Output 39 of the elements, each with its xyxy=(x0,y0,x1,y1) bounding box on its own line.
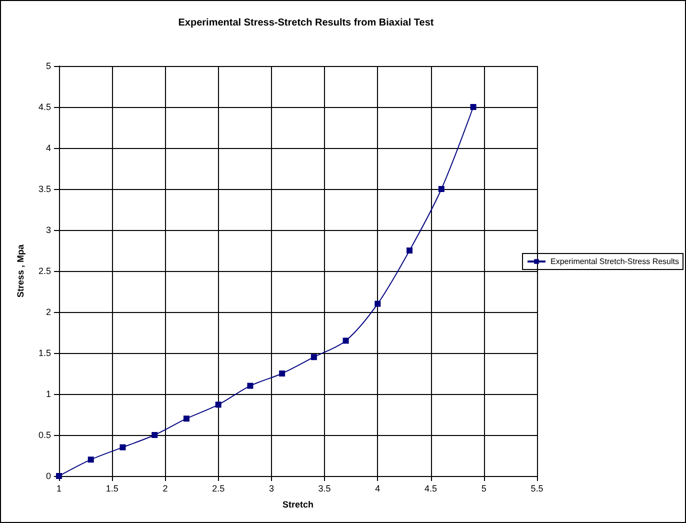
y-tick-label: 3.5 xyxy=(38,184,51,194)
y-tick-label: 1.5 xyxy=(38,348,51,358)
y-axis-title: Stress , Mpa xyxy=(16,244,26,298)
x-tick-label: 4 xyxy=(375,484,380,494)
y-tick-label: 2.5 xyxy=(38,266,51,276)
point xyxy=(152,432,158,438)
x-tick-label: 4.5 xyxy=(424,484,438,494)
y-tick-label: 3 xyxy=(46,225,51,235)
y-tick-label: 0.5 xyxy=(38,430,51,440)
x-axis-title: Stretch xyxy=(282,500,314,510)
point xyxy=(120,444,126,450)
y-tick-label: 2 xyxy=(46,307,51,317)
x-tick-label: 1 xyxy=(56,484,62,494)
point xyxy=(279,370,286,376)
chart-title: Experimental Stress-Stretch Results from Biaxial Test xyxy=(178,18,434,28)
y-tick-label: 0 xyxy=(46,471,51,481)
x-tick-label: 3.5 xyxy=(318,484,331,494)
x-tick-label: 3 xyxy=(268,484,274,494)
point xyxy=(342,338,349,344)
y-tick-label: 4 xyxy=(46,143,51,153)
x-tick-label: 1.5 xyxy=(106,484,118,494)
point xyxy=(374,300,381,307)
y-tick-label: 4.5 xyxy=(38,102,51,112)
point xyxy=(88,456,94,463)
x-tick-label: 5.5 xyxy=(530,484,544,494)
point xyxy=(215,402,222,408)
point xyxy=(470,104,476,110)
y-tick-label: 1 xyxy=(46,389,51,399)
point xyxy=(183,416,190,422)
point xyxy=(406,248,413,254)
legend-label: Experimental Stretch-Stress Results xyxy=(550,257,680,266)
y-tick-label: 5 xyxy=(46,61,51,71)
x-tick-label: 5 xyxy=(481,484,486,494)
point xyxy=(310,354,317,360)
x-tick-label: 2.5 xyxy=(212,484,225,494)
point xyxy=(56,473,62,479)
point xyxy=(247,382,254,389)
point xyxy=(438,186,444,192)
x-tick-label: 2 xyxy=(162,484,168,494)
